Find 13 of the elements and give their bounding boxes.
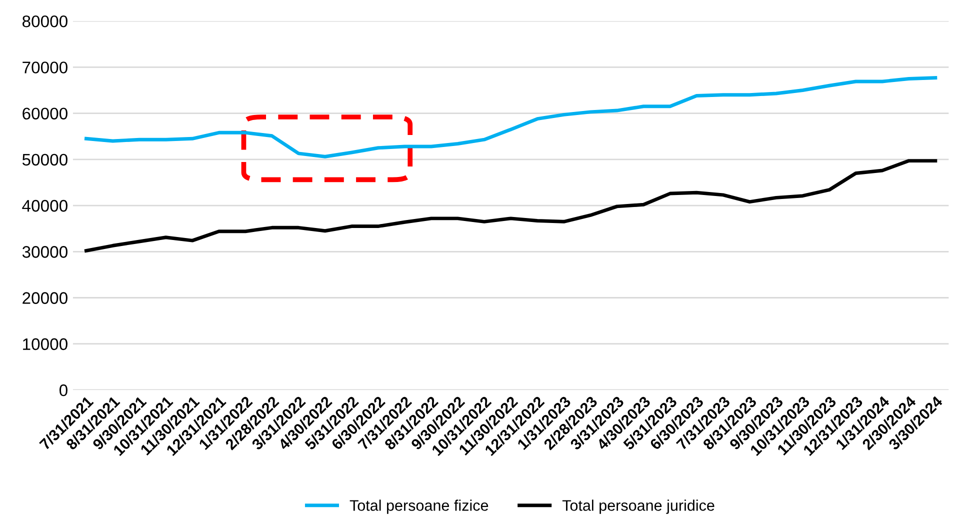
legend-label: Total persoane fizice (350, 500, 488, 514)
y-tick-label: 40000 (22, 200, 68, 212)
y-tick-label: 20000 (22, 292, 68, 304)
y-tick-label: 30000 (22, 246, 68, 258)
y-tick-label: 50000 (22, 154, 68, 166)
y-tick-label: 60000 (22, 108, 68, 120)
y-tick-label: 80000 (22, 15, 68, 28)
y-tick-label: 10000 (23, 338, 68, 350)
y-tick-label: 0 (59, 384, 68, 396)
line-series (84, 76, 938, 158)
legend-label: Total persoane juridice (562, 500, 714, 514)
line-series (84, 159, 938, 252)
y-tick-label: 70000 (22, 62, 68, 74)
